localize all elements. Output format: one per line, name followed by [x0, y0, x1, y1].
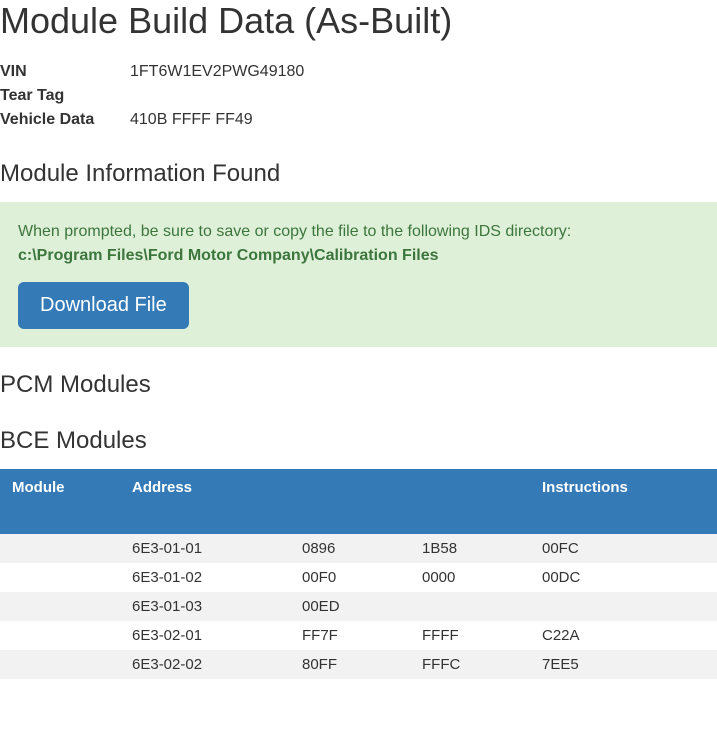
table-cell: 6E3-01-02: [120, 563, 290, 592]
module-info-heading: Module Information Found: [0, 160, 717, 188]
col-module-header: Module: [0, 469, 120, 506]
col-blank1-header: [290, 469, 410, 506]
table-cell: FF7F: [290, 621, 410, 650]
vehicle-info-row: Tear Tag: [0, 84, 717, 108]
col-blank2-header: [410, 469, 530, 506]
table-cell: 6E3-01-01: [120, 534, 290, 563]
table-cell: [0, 621, 120, 650]
table-row: 6E3-01-0200F0000000DC: [0, 563, 717, 592]
table-cell: [0, 650, 120, 679]
table-cell: 00ED: [290, 592, 410, 621]
col-instructions-header: Instructions: [530, 469, 717, 506]
alert-message: When prompted, be sure to save or copy t…: [18, 223, 571, 240]
table-cell: 00FC: [530, 534, 717, 563]
table-cell: [0, 534, 120, 563]
table-cell: 1B58: [410, 534, 530, 563]
vehicle-data-label: Vehicle Data: [0, 108, 130, 132]
table-cell: 0000: [410, 563, 530, 592]
table-row: 6E3-02-0280FFFFFC7EE5: [0, 650, 717, 679]
col-address-header: Address: [120, 469, 290, 506]
table-header-row: Module Address Instructions: [0, 469, 717, 506]
table-cell: FFFC: [410, 650, 530, 679]
table-row: 6E3-01-0300ED: [0, 592, 717, 621]
download-file-button[interactable]: Download File: [18, 282, 189, 329]
page-title: Module Build Data (As-Built): [0, 0, 717, 42]
table-cell: 6E3-01-03: [120, 592, 290, 621]
table-cell: 00F0: [290, 563, 410, 592]
pcm-modules-heading: PCM Modules: [0, 371, 717, 399]
bce-modules-heading: BCE Modules: [0, 427, 717, 455]
tear-tag-label: Tear Tag: [0, 84, 130, 108]
vin-value: 1FT6W1EV2PWG49180: [130, 60, 304, 84]
bce-modules-table: Module Address Instructions 6E3-01-01089…: [0, 469, 717, 679]
alert-text: When prompted, be sure to save or copy t…: [18, 220, 699, 268]
table-row: 6E3-02-01FF7FFFFFC22A: [0, 621, 717, 650]
table-cell: 0896: [290, 534, 410, 563]
table-cell: FFFF: [410, 621, 530, 650]
table-row: 6E3-01-0108961B5800FC: [0, 534, 717, 563]
table-cell: [410, 592, 530, 621]
table-subheader-row: [0, 506, 717, 534]
table-cell: 6E3-02-02: [120, 650, 290, 679]
download-alert: When prompted, be sure to save or copy t…: [0, 202, 717, 347]
table-cell: C22A: [530, 621, 717, 650]
table-cell: [530, 592, 717, 621]
table-cell: 80FF: [290, 650, 410, 679]
vehicle-data-value: 410B FFFF FF49: [130, 108, 253, 132]
vehicle-info-block: VIN 1FT6W1EV2PWG49180 Tear Tag Vehicle D…: [0, 60, 717, 132]
vehicle-info-row: VIN 1FT6W1EV2PWG49180: [0, 60, 717, 84]
alert-path: c:\Program Files\Ford Motor Company\Cali…: [18, 247, 439, 264]
table-cell: 6E3-02-01: [120, 621, 290, 650]
vin-label: VIN: [0, 60, 130, 84]
vehicle-info-row: Vehicle Data 410B FFFF FF49: [0, 108, 717, 132]
table-cell: 00DC: [530, 563, 717, 592]
table-cell: [0, 592, 120, 621]
table-cell: 7EE5: [530, 650, 717, 679]
table-cell: [0, 563, 120, 592]
